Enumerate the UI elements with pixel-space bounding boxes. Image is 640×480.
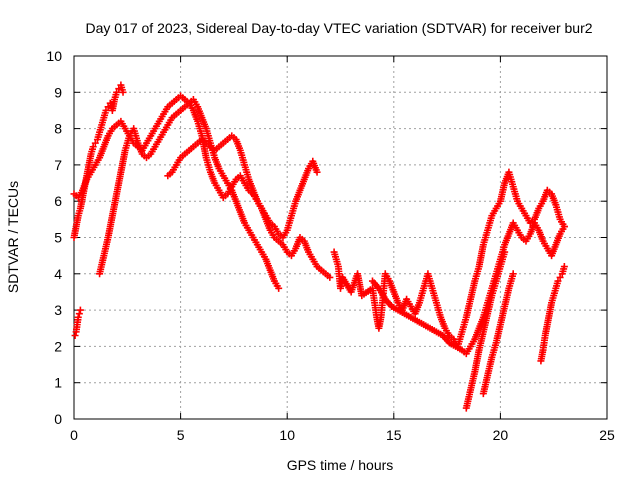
data-point bbox=[313, 168, 321, 176]
y-tick-label: 2 bbox=[54, 338, 62, 354]
data-point bbox=[275, 284, 283, 292]
x-tick-label: 15 bbox=[386, 427, 402, 443]
series-track-j bbox=[537, 263, 568, 365]
data-point bbox=[75, 310, 83, 318]
y-tick-label: 8 bbox=[54, 121, 62, 137]
x-tick-label: 5 bbox=[177, 427, 185, 443]
series-track-b bbox=[70, 81, 127, 241]
y-tick-label: 5 bbox=[54, 230, 62, 246]
series-track-i bbox=[479, 270, 517, 398]
series-track-e bbox=[164, 132, 321, 241]
data-point bbox=[89, 143, 97, 151]
x-axis-label: GPS time / hours bbox=[287, 457, 394, 473]
series-track-f bbox=[330, 168, 568, 350]
x-tick-label: 25 bbox=[599, 427, 615, 443]
data-point bbox=[91, 139, 99, 147]
data-point bbox=[560, 263, 568, 271]
data-point bbox=[71, 332, 79, 340]
data-point bbox=[102, 106, 110, 114]
data-point bbox=[119, 88, 127, 96]
x-tick-label: 0 bbox=[70, 427, 78, 443]
data-point bbox=[74, 313, 82, 321]
data-point bbox=[556, 273, 564, 281]
x-tick-label: 20 bbox=[493, 427, 509, 443]
series-track-h bbox=[462, 248, 509, 412]
data-point bbox=[113, 88, 121, 96]
y-tick-label: 1 bbox=[54, 375, 62, 391]
data-point bbox=[76, 306, 84, 314]
series-track-g bbox=[368, 219, 568, 358]
y-tick-label: 6 bbox=[54, 193, 62, 209]
chart-title: Day 017 of 2023, Sidereal Day-to-day VTE… bbox=[85, 20, 592, 36]
tick-labels: 0 5 10 15 20 25 0 1 2 3 4 5 6 7 8 9 10 bbox=[46, 48, 615, 443]
y-tick-label: 4 bbox=[54, 266, 62, 282]
data-point bbox=[509, 270, 517, 278]
y-tick-label: 3 bbox=[54, 302, 62, 318]
y-tick-label: 9 bbox=[54, 84, 62, 100]
data-point bbox=[326, 273, 334, 281]
y-tick-label: 7 bbox=[54, 157, 62, 173]
series-track-a bbox=[71, 306, 84, 340]
data-point bbox=[554, 277, 562, 285]
y-tick-label: 0 bbox=[54, 411, 62, 427]
data-point bbox=[501, 248, 509, 256]
data-point bbox=[560, 223, 568, 231]
axis-ticks bbox=[73, 55, 608, 420]
y-tick-label: 10 bbox=[46, 48, 62, 64]
series-track-d bbox=[96, 96, 283, 292]
x-tick-label: 10 bbox=[279, 427, 295, 443]
y-axis-label: SDTVAR / TECUs bbox=[5, 181, 21, 293]
data-points bbox=[70, 81, 568, 412]
